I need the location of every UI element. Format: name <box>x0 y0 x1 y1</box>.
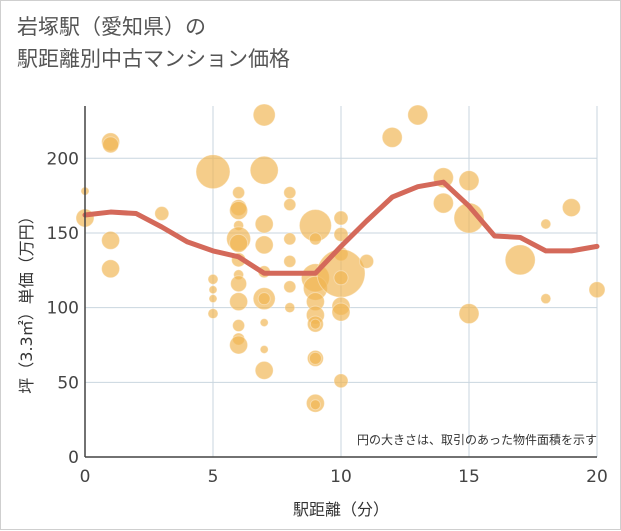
y-tick-label: 50 <box>57 373 79 393</box>
data-bubble <box>154 206 170 222</box>
y-tick-label: 100 <box>47 299 79 319</box>
axes <box>84 106 597 458</box>
data-bubble <box>333 270 349 286</box>
data-bubble <box>207 273 219 285</box>
data-bubble <box>458 303 480 325</box>
chart-title-line-1: 岩塚駅（愛知県）の <box>17 15 206 39</box>
bubbles <box>75 103 606 413</box>
data-bubble <box>249 155 279 185</box>
data-bubble <box>283 254 297 268</box>
data-bubble <box>432 192 454 214</box>
data-bubble <box>458 170 480 192</box>
data-bubble <box>259 318 269 328</box>
x-tick-label: 0 <box>80 467 91 487</box>
data-bubble <box>331 302 351 322</box>
data-bubble <box>381 126 403 148</box>
data-bubble <box>259 344 269 354</box>
data-bubble <box>283 280 297 294</box>
data-bubble <box>252 103 276 127</box>
data-bubble <box>208 285 218 295</box>
bubble-size-note: 円の大きさは、取引のあった物件面積を示す <box>357 432 597 447</box>
data-bubble <box>229 201 249 221</box>
data-bubble <box>101 259 121 279</box>
x-tick-label: 20 <box>586 467 608 487</box>
data-bubble <box>561 198 581 218</box>
data-bubble <box>359 253 375 269</box>
data-bubble <box>283 198 297 212</box>
data-bubble <box>407 104 429 126</box>
trend-layer <box>82 179 600 276</box>
data-bubble <box>308 232 322 246</box>
data-bubble <box>257 292 271 306</box>
data-bubble <box>540 218 552 230</box>
data-bubble <box>254 360 274 380</box>
data-bubble <box>333 373 349 389</box>
data-bubble <box>101 230 121 250</box>
y-axis-title: 坪（3.3㎡）単価（万円） <box>17 208 36 393</box>
y-tick-label: 150 <box>47 224 79 244</box>
x-tick-label: 5 <box>208 467 219 487</box>
data-bubble <box>309 318 321 330</box>
data-bubble <box>309 399 321 411</box>
data-bubble <box>333 226 349 242</box>
data-bubble <box>283 232 297 246</box>
data-bubble <box>207 308 219 320</box>
data-bubble <box>232 319 246 333</box>
data-bubble <box>254 235 274 255</box>
chart-title-line-2: 駅距離別中古マンション価格 <box>17 47 290 71</box>
data-bubble <box>308 351 322 365</box>
x-axis-title: 駅距離（分） <box>293 500 389 519</box>
data-bubble <box>229 233 249 253</box>
data-bubble <box>254 214 274 234</box>
data-bubble <box>229 292 249 312</box>
data-bubble <box>588 281 606 299</box>
data-bubble <box>195 154 231 190</box>
x-tick-label: 15 <box>458 467 480 487</box>
data-bubble <box>208 294 218 304</box>
data-bubble <box>283 186 297 200</box>
trend-line <box>82 179 600 276</box>
y-tick-label: 200 <box>47 149 79 169</box>
data-bubble <box>102 136 120 154</box>
data-bubble <box>333 210 349 226</box>
chart-title: 岩塚駅（愛知県）の 駅距離別中古マンション価格 <box>17 11 290 75</box>
data-bubble <box>540 293 552 305</box>
x-tick-label: 10 <box>330 467 352 487</box>
data-bubble <box>230 275 248 293</box>
y-tick-label: 0 <box>68 448 79 468</box>
data-bubble <box>504 244 536 276</box>
data-bubble <box>229 335 249 355</box>
data-bubble <box>284 302 296 314</box>
data-bubble <box>232 186 246 200</box>
